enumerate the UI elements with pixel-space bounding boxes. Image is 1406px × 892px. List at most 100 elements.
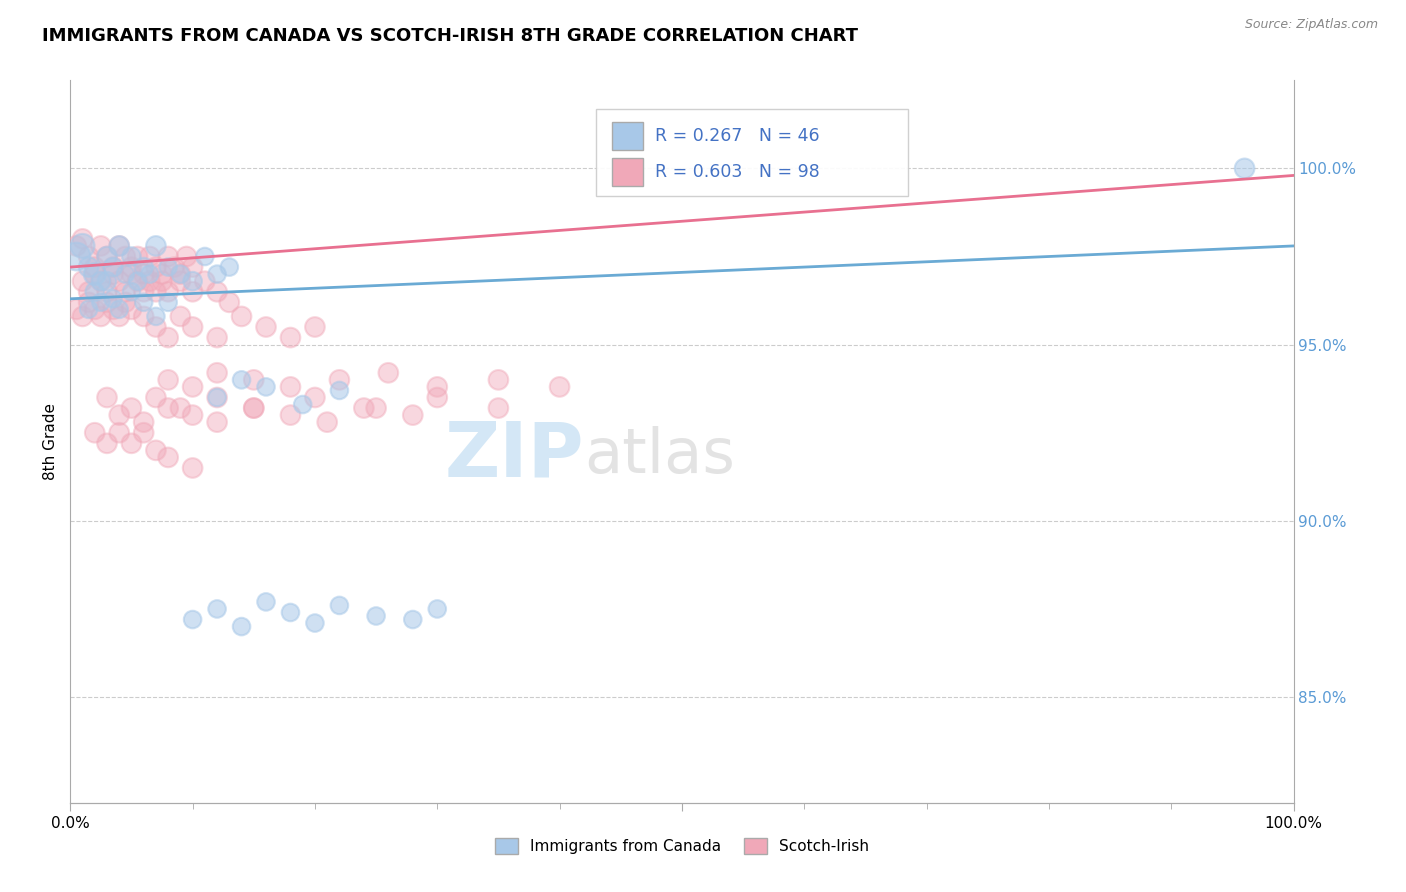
Point bbox=[243, 401, 266, 415]
Point bbox=[145, 285, 167, 299]
Text: Source: ZipAtlas.com: Source: ZipAtlas.com bbox=[1244, 18, 1378, 31]
Point bbox=[254, 380, 277, 394]
Point bbox=[121, 260, 143, 274]
Point bbox=[280, 330, 302, 344]
Text: R = 0.267   N = 46: R = 0.267 N = 46 bbox=[655, 127, 820, 145]
Point bbox=[488, 401, 510, 415]
Point bbox=[280, 380, 302, 394]
Point bbox=[132, 267, 155, 281]
Point bbox=[96, 436, 118, 450]
Point bbox=[150, 274, 173, 288]
Text: R = 0.603   N = 98: R = 0.603 N = 98 bbox=[655, 163, 820, 181]
FancyBboxPatch shape bbox=[612, 122, 643, 150]
Point bbox=[157, 295, 180, 310]
Point bbox=[90, 239, 112, 253]
Point bbox=[96, 295, 118, 310]
Point bbox=[243, 373, 266, 387]
Point bbox=[121, 302, 143, 317]
Point bbox=[65, 239, 87, 253]
Point bbox=[205, 602, 228, 616]
Point bbox=[145, 320, 167, 334]
Point bbox=[83, 302, 105, 317]
Point bbox=[127, 274, 149, 288]
Point bbox=[426, 602, 449, 616]
Point bbox=[169, 274, 191, 288]
Point bbox=[145, 239, 167, 253]
Point bbox=[402, 613, 425, 627]
Point bbox=[176, 250, 198, 264]
Point bbox=[304, 615, 326, 630]
Point bbox=[205, 285, 228, 299]
Point bbox=[231, 310, 253, 324]
Point bbox=[132, 260, 155, 274]
Point bbox=[127, 250, 149, 264]
Point bbox=[83, 260, 105, 274]
Point bbox=[139, 274, 162, 288]
Point bbox=[72, 310, 94, 324]
Point bbox=[96, 250, 118, 264]
Point bbox=[181, 461, 204, 475]
Point bbox=[169, 401, 191, 415]
Point bbox=[366, 401, 388, 415]
Point bbox=[90, 274, 112, 288]
Point bbox=[96, 391, 118, 405]
Point bbox=[181, 285, 204, 299]
Point bbox=[205, 267, 228, 281]
Point bbox=[139, 250, 162, 264]
Point bbox=[121, 436, 143, 450]
Point bbox=[101, 302, 124, 317]
Point bbox=[291, 398, 314, 412]
Point bbox=[181, 274, 204, 288]
Legend: Immigrants from Canada, Scotch-Irish: Immigrants from Canada, Scotch-Irish bbox=[489, 832, 875, 860]
Point bbox=[90, 295, 112, 310]
Point bbox=[157, 401, 180, 415]
Point bbox=[150, 267, 173, 281]
FancyBboxPatch shape bbox=[612, 158, 643, 186]
Point bbox=[132, 415, 155, 429]
Point bbox=[169, 267, 191, 281]
Point bbox=[127, 274, 149, 288]
Point bbox=[108, 425, 131, 440]
Point bbox=[366, 609, 388, 624]
Point bbox=[132, 310, 155, 324]
Point bbox=[205, 415, 228, 429]
Point bbox=[169, 310, 191, 324]
Point bbox=[231, 373, 253, 387]
Point bbox=[108, 274, 131, 288]
Point bbox=[181, 380, 204, 394]
Point bbox=[304, 320, 326, 334]
Point bbox=[108, 239, 131, 253]
Point bbox=[121, 401, 143, 415]
Point bbox=[139, 267, 162, 281]
Point bbox=[353, 401, 375, 415]
Point bbox=[205, 391, 228, 405]
Point bbox=[194, 274, 217, 288]
Point bbox=[426, 391, 449, 405]
Point bbox=[90, 274, 112, 288]
Point bbox=[108, 302, 131, 317]
Point bbox=[254, 320, 277, 334]
Point bbox=[65, 250, 87, 264]
Point bbox=[114, 267, 136, 281]
Point bbox=[205, 330, 228, 344]
Point bbox=[72, 274, 94, 288]
Point bbox=[101, 267, 124, 281]
Point bbox=[169, 267, 191, 281]
Point bbox=[108, 408, 131, 422]
Point bbox=[157, 285, 180, 299]
Point bbox=[77, 250, 100, 264]
Point bbox=[231, 619, 253, 633]
Point bbox=[218, 260, 240, 274]
Text: ZIP: ZIP bbox=[444, 419, 583, 493]
Point bbox=[114, 285, 136, 299]
Point bbox=[72, 239, 94, 253]
Point bbox=[145, 260, 167, 274]
Point bbox=[157, 450, 180, 465]
Point bbox=[426, 380, 449, 394]
Point bbox=[101, 292, 124, 306]
Point bbox=[121, 267, 143, 281]
Point bbox=[280, 408, 302, 422]
Point bbox=[181, 260, 204, 274]
Point bbox=[254, 595, 277, 609]
Point bbox=[108, 310, 131, 324]
